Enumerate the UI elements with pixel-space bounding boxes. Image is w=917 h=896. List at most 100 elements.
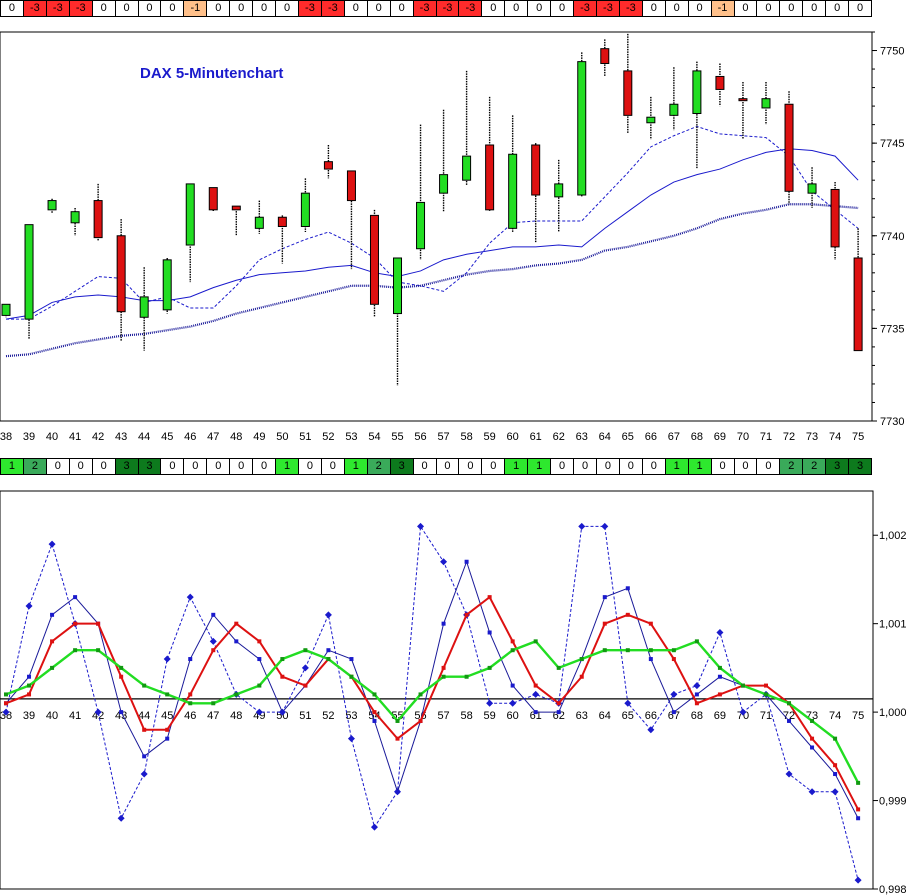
data-point: [50, 612, 55, 617]
data-point: [395, 718, 400, 723]
data-point: [856, 807, 861, 812]
data-point: [140, 770, 148, 778]
signal-top-cell: 0: [665, 0, 689, 17]
data-point: [833, 772, 838, 777]
y-tick-label: 7735: [880, 323, 904, 335]
candle-body: [162, 259, 172, 311]
data-point: [510, 683, 515, 688]
data-point: [810, 736, 815, 741]
signal-top-cell: 0: [92, 0, 116, 17]
data-point: [441, 674, 446, 679]
data-point: [211, 701, 216, 706]
x-tick-label: 68: [691, 710, 703, 722]
candle-body: [807, 183, 817, 194]
data-point: [234, 692, 239, 697]
x-tick-label: 48: [230, 710, 242, 722]
candle-body: [508, 153, 518, 229]
data-point: [280, 674, 285, 679]
data-point: [440, 558, 448, 566]
signal-middle-cell: 0: [459, 458, 483, 475]
x-tick-label: 49: [253, 710, 265, 722]
data-point: [27, 683, 32, 688]
signal-top-cell: 0: [734, 0, 758, 17]
data-point: [257, 683, 262, 688]
signal-middle-cell: 1: [276, 458, 299, 475]
x-tick-label: 63: [576, 710, 588, 722]
x-tick-label: 66: [645, 710, 657, 722]
data-point: [808, 788, 816, 796]
data-point: [73, 648, 78, 653]
data-point: [694, 639, 699, 644]
data-point: [533, 683, 538, 688]
data-point: [372, 692, 377, 697]
x-tick-label: 59: [484, 710, 496, 722]
x-tick-label: 47: [207, 431, 219, 443]
data-point: [27, 692, 32, 697]
signal-top-cell: -1: [184, 0, 208, 17]
data-point: [347, 735, 355, 743]
candle-body: [208, 187, 218, 211]
data-point: [717, 692, 722, 697]
signal-middle-cell: 3: [826, 458, 850, 475]
signal-middle-cell: 0: [253, 458, 277, 475]
x-tick-label: 51: [299, 431, 311, 443]
x-tick-label: 53: [345, 710, 357, 722]
x-tick-label: 69: [714, 710, 726, 722]
data-point: [694, 701, 699, 706]
x-tick-label: 53: [345, 431, 357, 443]
candle-body: [346, 170, 356, 202]
data-point: [602, 621, 607, 626]
data-point: [4, 701, 8, 706]
signal-top-cell: 0: [253, 0, 277, 17]
x-tick-label: 57: [437, 710, 449, 722]
candle-body: [1, 303, 11, 316]
x-tick-label: 61: [530, 710, 542, 722]
data-point: [625, 612, 630, 617]
data-point: [648, 657, 653, 662]
data-point: [716, 629, 724, 637]
x-tick-label: 47: [207, 710, 219, 722]
plot-area: [0, 31, 873, 422]
signal-top-cell: -3: [298, 0, 322, 17]
data-point: [163, 655, 171, 663]
data-point: [810, 718, 815, 723]
x-tick-label: 40: [46, 710, 58, 722]
data-point: [27, 674, 32, 679]
plot-area: [0, 490, 874, 890]
x-tick-label: 45: [161, 710, 173, 722]
y-tick-label: 7730: [880, 416, 904, 428]
signal-top-cell: 0: [276, 0, 299, 17]
signal-middle-cell: 3: [115, 458, 139, 475]
signal-top-cell: -3: [321, 0, 345, 17]
data-point: [280, 710, 285, 715]
x-tick-label: 38: [0, 431, 12, 443]
data-point: [48, 540, 56, 548]
signal-top-cell: -3: [459, 0, 483, 17]
signal-middle-cell: 1: [344, 458, 368, 475]
candle-body: [24, 224, 34, 320]
x-tick-label: 71: [760, 710, 772, 722]
x-tick-label: 46: [184, 710, 196, 722]
data-point: [671, 648, 676, 653]
data-point: [395, 789, 400, 794]
x-tick-label: 65: [622, 710, 634, 722]
candle-body: [439, 174, 449, 194]
signal-middle-cell: 1: [665, 458, 689, 475]
signal-top-cell: -3: [596, 0, 620, 17]
data-point: [556, 701, 561, 706]
x-tick-label: 67: [668, 710, 680, 722]
candlestick-chart: 7730 7735 7740 7745 7750 38 39 40 41 42 43 44 45 46 47…: [0, 31, 904, 443]
x-tick-label: 57: [437, 431, 449, 443]
data-point: [648, 621, 653, 626]
x-tick-label: 74: [829, 431, 841, 443]
signal-top-cell: 0: [505, 0, 529, 17]
candle-body: [715, 75, 725, 90]
data-point: [234, 621, 239, 626]
data-point: [486, 699, 494, 707]
data-point: [671, 657, 676, 662]
data-point: [856, 780, 861, 785]
signal-top-cell: -3: [23, 0, 47, 17]
data-point: [556, 710, 561, 715]
candle-body: [830, 188, 840, 248]
